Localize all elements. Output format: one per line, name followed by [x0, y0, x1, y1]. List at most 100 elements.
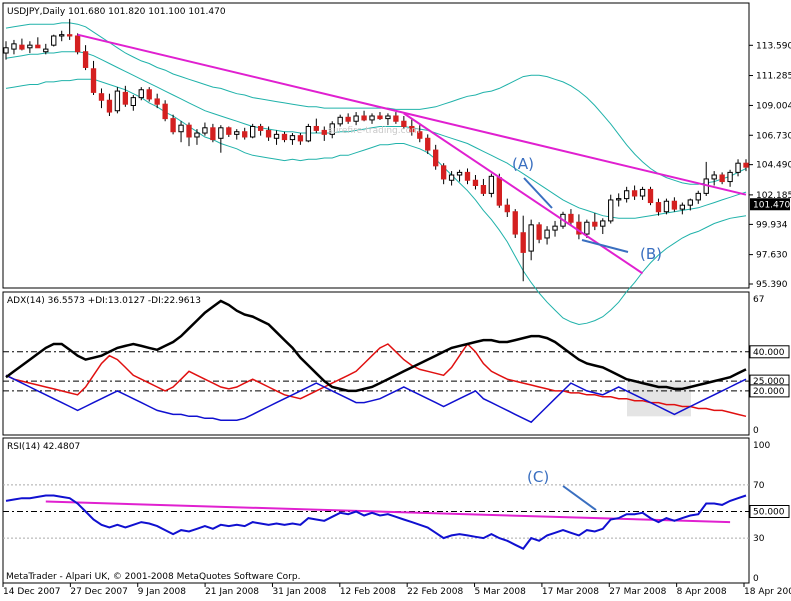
candle-body — [345, 116, 351, 122]
rsi-tick-label: 30 — [753, 534, 765, 544]
candle-body — [242, 131, 248, 138]
copyright-text: MetaTrader - Alpari UK, © 2001-2008 Meta… — [6, 572, 300, 582]
candle-body — [679, 204, 686, 210]
adx-tick-label: 20.000 — [753, 387, 785, 397]
candle-body — [631, 190, 638, 197]
current-price-label: 101.470 — [753, 200, 790, 210]
adx-tick-label: 0 — [753, 426, 759, 436]
candle-body — [417, 131, 423, 139]
candle-body — [584, 221, 590, 235]
candle-body — [727, 171, 733, 183]
rsi-tick-label: 0 — [753, 574, 759, 584]
adx-tick-label: 25.000 — [753, 377, 785, 387]
adx-layer — [3, 299, 749, 424]
bollinger-lower-band — [5, 78, 747, 326]
candle-body — [472, 179, 479, 187]
candle-body — [616, 198, 622, 201]
candle-body — [218, 127, 224, 139]
candle-body — [59, 34, 65, 37]
candle-body — [273, 133, 280, 139]
annotation-b-pointer — [581, 239, 629, 253]
rsi-tick-label: 50.000 — [753, 508, 785, 518]
candle-body — [536, 224, 542, 240]
candle-body — [623, 190, 630, 200]
candle-body — [297, 135, 304, 142]
date-label: 31 Jan 2008 — [272, 587, 326, 597]
date-label: 5 Mar 2008 — [475, 587, 527, 597]
candle-body — [488, 175, 495, 194]
trendline-2 — [403, 112, 644, 275]
date-label: 9 Jan 2008 — [138, 587, 186, 597]
candle-body — [35, 44, 41, 49]
candle-body — [401, 120, 407, 127]
date-label: 27 Dec 2007 — [70, 587, 128, 597]
price-tick-label: 113.590 — [756, 41, 791, 51]
candle-body — [146, 89, 152, 100]
candle-body — [130, 97, 136, 106]
candle-body — [544, 229, 550, 239]
candle-body — [234, 131, 240, 135]
candle-body — [321, 129, 327, 135]
price-tick-label: 99.934 — [756, 220, 788, 230]
candle-body — [608, 199, 614, 222]
candle-body — [655, 202, 662, 213]
candle-body — [66, 34, 73, 37]
trendline-1 — [77, 33, 747, 196]
date-label: 14 Dec 2007 — [3, 587, 61, 597]
candle-body — [743, 162, 749, 168]
watermark: surefire-trading.com — [328, 126, 420, 136]
rsi-layer — [3, 484, 749, 550]
candle-body — [19, 44, 25, 50]
candle-body — [98, 93, 105, 101]
candle-body — [210, 127, 216, 141]
price-tick-label: 97.630 — [756, 251, 788, 261]
candle-body — [3, 47, 9, 54]
candle-body — [226, 127, 232, 135]
candle-body — [496, 177, 502, 206]
date-label: 17 Mar 2008 — [542, 587, 599, 597]
candle-body — [138, 89, 144, 99]
candle-body — [504, 204, 510, 213]
adx-level-box — [749, 384, 790, 398]
candle-body — [178, 124, 184, 133]
candle-body — [337, 116, 343, 125]
candle-body — [265, 129, 272, 138]
annotation-a-pointer — [523, 177, 553, 209]
price-tick-label: 102.185 — [756, 191, 791, 201]
candle-body — [186, 124, 192, 138]
price-tick-label: 109.004 — [756, 101, 791, 111]
price-layer — [3, 18, 749, 326]
adx-title: ADX(14) 36.5573 +DI:13.0127 -DI:22.9613 — [7, 296, 201, 306]
rsi-tick-label: 70 — [753, 481, 765, 491]
candle-body — [695, 192, 701, 201]
candle-body — [512, 211, 518, 235]
candle-body — [289, 135, 296, 141]
candle-body — [250, 125, 256, 138]
date-label: 18 Apr 2008 — [744, 587, 791, 597]
candle-body — [329, 123, 335, 135]
candle-body — [647, 188, 654, 204]
date-label: 21 Jan 2008 — [205, 587, 259, 597]
candle-body — [82, 51, 89, 68]
candle-body — [202, 127, 208, 134]
candle-body — [592, 221, 598, 227]
annotation-b: (B) — [640, 245, 662, 263]
candle-body — [528, 224, 534, 252]
candle-body — [257, 125, 264, 131]
price-tick-label: 106.730 — [756, 131, 791, 141]
candle-body — [480, 185, 487, 194]
candle-body — [568, 213, 574, 223]
candle-body — [194, 132, 200, 138]
price-tick-label: 104.490 — [756, 161, 791, 171]
date-label: 12 Feb 2008 — [340, 587, 396, 597]
annotation-c-pointer — [562, 485, 597, 511]
rsi-level-box — [749, 505, 790, 518]
candle-body — [393, 115, 399, 122]
adx-tick-label: 67 — [753, 295, 764, 305]
candle-body — [456, 171, 463, 176]
candle-body — [425, 137, 431, 151]
candle-body — [552, 225, 558, 231]
candle-body — [719, 174, 725, 183]
candle-body — [122, 91, 129, 105]
